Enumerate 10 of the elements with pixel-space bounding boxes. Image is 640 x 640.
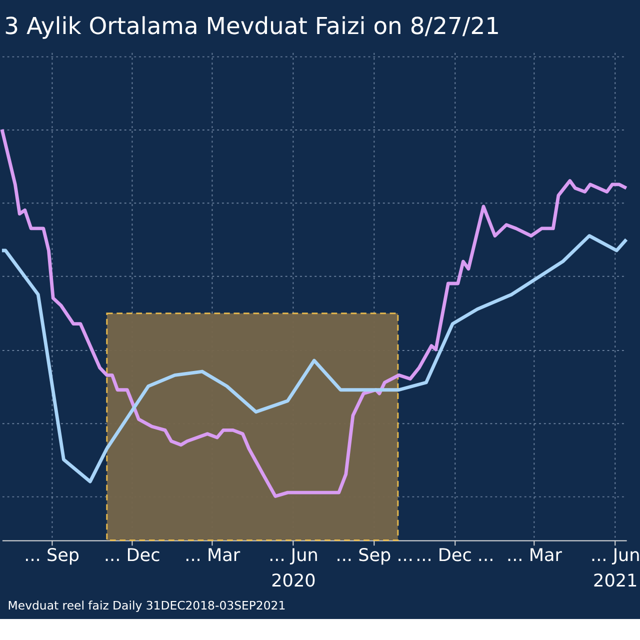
x-tick-label: ... Sep <box>24 546 80 566</box>
x-tick-label: ... Dec ... <box>416 546 494 566</box>
x-tick-label: ... Sep ... <box>336 546 414 566</box>
x-tick-label: ... Jun 2021 <box>590 546 640 592</box>
x-tick-label: ... Mar <box>506 546 563 566</box>
x-tick-label: ... Dec <box>104 546 160 566</box>
x-tick-label: ... Mar <box>184 546 241 566</box>
x-tick-label: ... Jun 2020 <box>268 546 318 592</box>
text: Mevduat reel faiz Daily 31DEC2018-03SEP2021 <box>8 598 286 612</box>
chart-title: 3 Aylik Ortalama Mevduat Faizi on 8/27/21 <box>4 12 500 40</box>
